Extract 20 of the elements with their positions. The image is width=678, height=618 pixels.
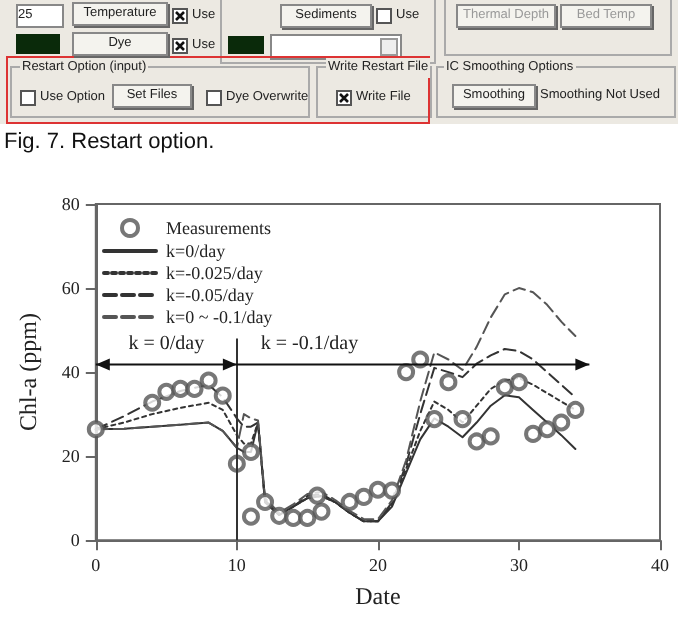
- caption: Fig. 7. Restart option.: [4, 130, 215, 154]
- y-tick-label: 20: [61, 446, 81, 467]
- x-tick-label: 30: [509, 555, 529, 576]
- legend-label: Measurements: [166, 218, 272, 238]
- x-tick-label: 0: [91, 555, 102, 576]
- x-tick-label: 10: [227, 555, 247, 576]
- y-tick-label: 0: [70, 530, 81, 551]
- y-tick-label: 40: [61, 362, 81, 383]
- legend-label: k=0 ~ -0.1/day: [166, 307, 274, 327]
- legend-label: k=0/day: [166, 241, 227, 261]
- x-tick-label: 40: [651, 555, 670, 576]
- legend-label: k=-0.05/day: [166, 285, 255, 305]
- x-axis-title: Date: [355, 582, 401, 610]
- y-axis-title: Chl-a (ppm): [14, 313, 42, 432]
- annotation: k = 0/day: [128, 332, 205, 355]
- y-tick-label: 80: [61, 194, 81, 214]
- x-tick-label: 20: [368, 555, 388, 576]
- legend-label: k=-0.025/day: [166, 263, 264, 283]
- annotation: k = -0.1/day: [260, 332, 359, 355]
- y-tick-label: 60: [61, 278, 81, 299]
